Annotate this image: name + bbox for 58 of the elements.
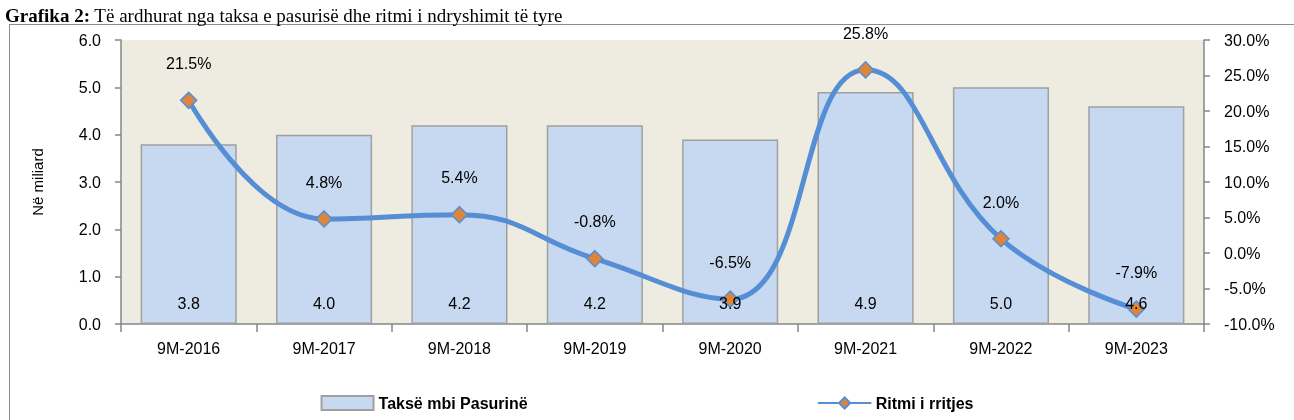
bar <box>952 87 1049 324</box>
bar <box>140 144 237 324</box>
bar <box>817 92 914 324</box>
x-tick-label: 9M-2020 <box>698 339 762 357</box>
data-label: 2.0% <box>982 193 1020 211</box>
point <box>856 61 875 79</box>
y-tick-label: 0.0 <box>78 315 102 333</box>
y2-tick-label: 0.0% <box>1224 244 1261 262</box>
legend-label: Ritmi i rritjes <box>875 394 974 412</box>
bar <box>276 134 373 324</box>
data-label: -7.9% <box>1115 263 1158 281</box>
x-tick-label: 9M-2021 <box>833 339 898 357</box>
data-label: 4.9 <box>854 294 877 312</box>
bar <box>1088 106 1185 324</box>
y-tick-label: 3.0 <box>78 173 102 191</box>
x-tick-label: 9M-2017 <box>292 339 356 357</box>
y-tick-label: 6.0 <box>78 31 102 49</box>
y-tick-label: 1.0 <box>78 268 102 286</box>
y-tick-label: 2.0 <box>78 220 102 238</box>
data-label: 21.5% <box>166 55 212 73</box>
y2-tick-label: 15.0% <box>1224 138 1270 155</box>
chart-title: Grafika 2: Të ardhurat nga taksa e pasurisë dhe ritmi i ndryshimit të tyre <box>5 5 563 26</box>
x-tick-label: 9M-2016 <box>157 339 221 357</box>
point <box>450 205 469 224</box>
y2-tick-label: -10.0% <box>1224 315 1275 333</box>
point <box>179 91 198 110</box>
data-label: -6.5% <box>709 253 752 271</box>
x-tick-label: 9M-2018 <box>427 339 492 357</box>
legend-label: Taksë mbi Pasurinë <box>378 394 528 412</box>
y2-tick-label: -5.0% <box>1224 280 1266 297</box>
point <box>992 230 1010 248</box>
data-label: 4.0 <box>312 294 336 312</box>
y-tick-label: 5.0 <box>78 78 102 96</box>
data-label: 4.6 <box>1125 294 1148 312</box>
data-label: -0.8% <box>573 213 616 231</box>
x-tick-label: 9M-2022 <box>969 339 1033 357</box>
data-label: 25.8% <box>842 24 889 42</box>
data-label: 5.0 <box>989 294 1013 312</box>
y2-tick-label: 5.0% <box>1224 209 1261 226</box>
point <box>315 210 333 228</box>
y-axis-title: Në miliard <box>29 148 46 216</box>
bar <box>546 125 643 324</box>
data-label: 4.2 <box>583 294 607 312</box>
bar <box>411 125 508 324</box>
y2-tick-label: 30.0% <box>1224 31 1270 49</box>
data-label: 4.2 <box>448 294 471 312</box>
x-tick-label: 9M-2019 <box>563 339 627 357</box>
point <box>586 249 604 268</box>
data-label: 5.4% <box>441 169 478 187</box>
y2-tick-label: 20.0% <box>1224 102 1270 120</box>
data-label: 3.9 <box>719 294 742 312</box>
y2-tick-label: 10.0% <box>1224 173 1270 191</box>
data-label: 3.8 <box>177 294 200 312</box>
y-tick-label: 4.0 <box>78 126 102 144</box>
bar <box>682 139 779 324</box>
y2-tick-label: 25.0% <box>1224 67 1270 84</box>
x-tick-label: 9M-2023 <box>1104 339 1168 357</box>
data-label: 4.8% <box>305 173 343 191</box>
